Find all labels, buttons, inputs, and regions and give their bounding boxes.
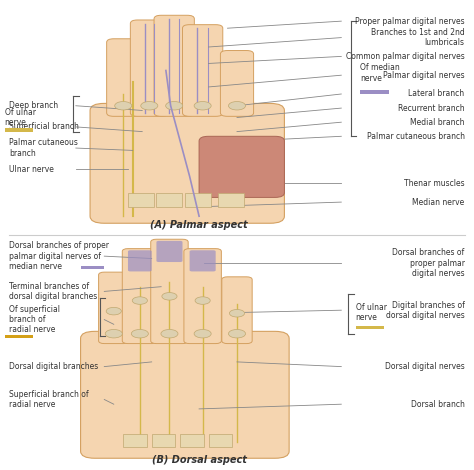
FancyBboxPatch shape (220, 50, 254, 116)
Text: Dorsal digital nerves: Dorsal digital nerves (385, 362, 465, 371)
Circle shape (228, 102, 246, 110)
Bar (156, 193, 182, 207)
Text: Palmar digital nerves: Palmar digital nerves (383, 70, 465, 80)
Text: Recurrent branch: Recurrent branch (398, 103, 465, 113)
Circle shape (228, 329, 246, 338)
FancyBboxPatch shape (122, 249, 157, 344)
FancyBboxPatch shape (156, 241, 182, 262)
FancyBboxPatch shape (107, 39, 140, 116)
Bar (360, 90, 389, 94)
Bar (185, 193, 211, 207)
Text: Of ulnar
nerve: Of ulnar nerve (356, 303, 386, 322)
Text: Dorsal branches of proper
palmar digital nerves of
median nerve: Dorsal branches of proper palmar digital… (9, 241, 109, 271)
FancyBboxPatch shape (199, 136, 284, 197)
Text: (B) Dorsal aspect: (B) Dorsal aspect (152, 455, 246, 465)
Bar (81, 266, 104, 269)
Text: Deep branch: Deep branch (9, 101, 59, 110)
Circle shape (105, 329, 122, 338)
Text: Proper palmar digital nerves: Proper palmar digital nerves (355, 16, 465, 26)
Text: Common palmar digital nerves: Common palmar digital nerves (346, 52, 465, 61)
FancyBboxPatch shape (151, 239, 188, 344)
Bar (218, 193, 244, 207)
FancyBboxPatch shape (154, 15, 194, 116)
Bar (123, 433, 147, 446)
Text: Medial branch: Medial branch (410, 118, 465, 127)
Text: Palmar cutaneous branch: Palmar cutaneous branch (366, 132, 465, 141)
FancyBboxPatch shape (90, 103, 284, 223)
Text: Digital branches of
dorsal digital nerves: Digital branches of dorsal digital nerve… (386, 300, 465, 320)
FancyBboxPatch shape (190, 250, 216, 271)
Circle shape (161, 329, 178, 338)
Circle shape (194, 102, 211, 110)
FancyBboxPatch shape (99, 272, 129, 344)
Bar (5, 128, 33, 132)
FancyBboxPatch shape (128, 250, 152, 271)
FancyBboxPatch shape (222, 277, 252, 344)
FancyBboxPatch shape (81, 331, 289, 458)
Text: Superficial branch of
radial nerve: Superficial branch of radial nerve (9, 390, 89, 409)
FancyBboxPatch shape (184, 249, 221, 344)
Circle shape (132, 297, 147, 305)
Circle shape (131, 329, 148, 338)
Text: Branches to 1st and 2nd
lumbricals: Branches to 1st and 2nd lumbricals (371, 28, 465, 47)
Text: Thenar muscles: Thenar muscles (404, 179, 465, 188)
Circle shape (229, 310, 245, 317)
Bar (356, 326, 384, 329)
Circle shape (141, 102, 158, 110)
Circle shape (115, 102, 132, 110)
Text: Median nerve: Median nerve (412, 197, 465, 207)
Circle shape (162, 292, 177, 300)
Text: Dorsal digital branches: Dorsal digital branches (9, 362, 99, 371)
Text: Superficial branch: Superficial branch (9, 122, 79, 132)
Text: Palmar cutaneous
branch: Palmar cutaneous branch (9, 138, 78, 158)
Bar (128, 193, 154, 207)
FancyBboxPatch shape (182, 24, 223, 116)
FancyBboxPatch shape (130, 20, 168, 116)
Circle shape (194, 329, 211, 338)
Bar (5, 335, 33, 338)
Text: Of superficial
branch of
radial nerve: Of superficial branch of radial nerve (9, 305, 61, 335)
Circle shape (106, 307, 121, 315)
Text: Ulnar nerve: Ulnar nerve (9, 164, 55, 174)
Text: (A) Palmar aspect: (A) Palmar aspect (150, 220, 248, 230)
Bar (152, 433, 175, 446)
Circle shape (166, 102, 183, 110)
Bar (209, 433, 232, 446)
Text: Lateral branch: Lateral branch (409, 89, 465, 99)
Bar (180, 433, 204, 446)
Text: Of ulnar
nerve: Of ulnar nerve (5, 108, 36, 127)
Text: Of median
nerve: Of median nerve (360, 63, 400, 83)
Text: Dorsal branches of
proper palmar
digital nerves: Dorsal branches of proper palmar digital… (392, 248, 465, 278)
Text: Dorsal branch: Dorsal branch (410, 400, 465, 409)
Circle shape (195, 297, 210, 305)
Text: Terminal branches of
dorsal digital branches: Terminal branches of dorsal digital bran… (9, 282, 98, 301)
